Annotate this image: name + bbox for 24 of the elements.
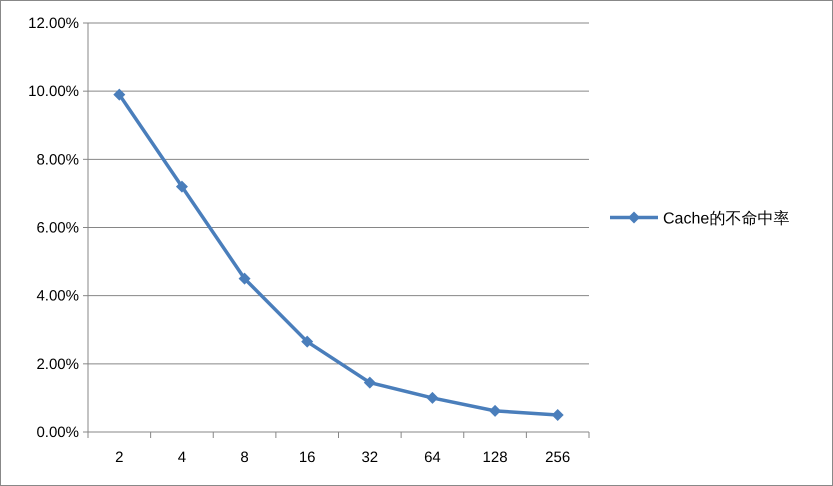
y-tick-label: 4.00% xyxy=(36,288,79,305)
point xyxy=(301,336,314,348)
x-tick-label: 32 xyxy=(361,449,378,466)
x-tick-label: 256 xyxy=(545,449,570,466)
point xyxy=(489,404,502,417)
legend-label: Cache的不命中率 xyxy=(663,210,790,228)
x-tick-label: 128 xyxy=(482,449,508,466)
x-tick-label: 2 xyxy=(115,449,124,466)
y-tick-label: 0.00% xyxy=(36,424,79,441)
x-tick-label: 64 xyxy=(424,449,441,466)
x-tick-label: 8 xyxy=(240,449,249,466)
point xyxy=(113,88,126,101)
x-tick-label: 4 xyxy=(178,449,186,466)
point xyxy=(364,376,376,389)
point xyxy=(238,272,251,285)
x-tick-label: 16 xyxy=(298,449,316,466)
y-tick-label: 8.00% xyxy=(36,151,79,168)
point xyxy=(176,180,188,193)
y-tick-label: 10.00% xyxy=(28,83,79,100)
y-tick-label: 2.00% xyxy=(36,356,79,373)
point xyxy=(552,408,564,421)
y-tick-label: 6.00% xyxy=(36,220,79,236)
point xyxy=(426,392,438,404)
y-tick-label: 12.00% xyxy=(28,15,79,32)
